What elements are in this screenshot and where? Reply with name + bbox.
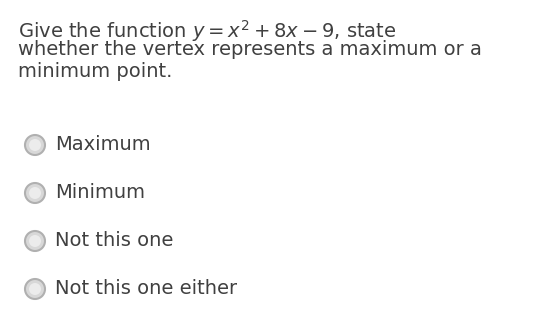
- Circle shape: [25, 135, 45, 155]
- Circle shape: [29, 187, 41, 199]
- Text: Not this one: Not this one: [55, 231, 174, 250]
- Circle shape: [25, 231, 45, 251]
- Text: Not this one either: Not this one either: [55, 280, 237, 299]
- Text: whether the vertex represents a maximum or a: whether the vertex represents a maximum …: [18, 40, 482, 59]
- Circle shape: [25, 279, 45, 299]
- Text: Minimum: Minimum: [55, 183, 145, 202]
- Text: Maximum: Maximum: [55, 136, 151, 155]
- Text: minimum point.: minimum point.: [18, 62, 172, 81]
- Text: Give the function $y = x^2 + 8x - 9$, state: Give the function $y = x^2 + 8x - 9$, st…: [18, 18, 396, 44]
- Circle shape: [25, 183, 45, 203]
- Circle shape: [29, 235, 41, 247]
- Circle shape: [29, 139, 41, 151]
- Circle shape: [29, 283, 41, 295]
